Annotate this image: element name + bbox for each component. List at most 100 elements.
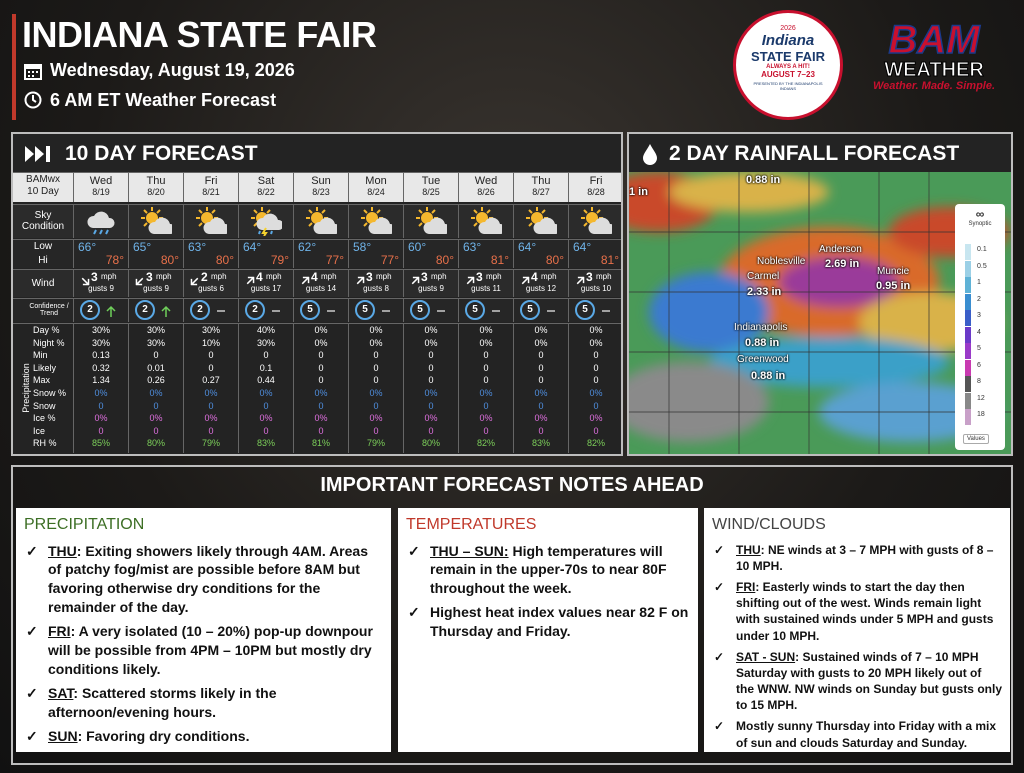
precip-group-label: Precipitation <box>21 363 31 413</box>
subtitle: 6 AM ET Weather Forecast <box>50 90 277 110</box>
bullet-text: Highest heat index values near 82 F on T… <box>430 604 689 640</box>
wind-cell: 3 mph gusts 9 <box>128 269 183 297</box>
precip-value: 30% <box>146 337 165 348</box>
bullet-text: : Favoring dry conditions. <box>77 727 250 744</box>
low-temp: 62° <box>298 240 317 254</box>
rain-amount: 0.95 in <box>876 280 911 292</box>
precip-value: 0% <box>589 337 603 348</box>
weather-icon <box>459 206 513 241</box>
wind-gusts: gusts 8 <box>363 284 389 293</box>
legend-swatch <box>965 244 971 260</box>
notes-column: TEMPERATURES THU – SUN: High temperatures… <box>398 508 698 752</box>
precip-value: 0 <box>538 400 544 411</box>
confidence: 5 <box>300 300 320 320</box>
confidence: 5 <box>575 300 595 320</box>
precip-value: 0 <box>483 350 489 361</box>
trend-icon <box>271 304 281 322</box>
precip-value: 0 <box>373 375 379 386</box>
legend-swatch <box>965 409 971 425</box>
hi-label: Hi <box>38 254 48 266</box>
bullet-lead: SAT - SUN <box>736 649 796 664</box>
weather-icon <box>514 206 568 241</box>
day-date: 8/23 <box>312 187 330 197</box>
rainfall-map <box>629 172 1011 454</box>
wind-arrow <box>570 271 590 291</box>
precip-value: 30% <box>201 325 220 335</box>
day-header: Wed 8/26 <box>458 172 513 202</box>
precip-value: 0 <box>428 375 434 386</box>
day-date: 8/22 <box>257 187 275 197</box>
precip-value: 0% <box>424 337 438 348</box>
trend-icon <box>161 304 171 322</box>
precip-label: Min <box>33 350 48 361</box>
trend-icon <box>381 304 391 322</box>
values-button[interactable]: Values <box>963 434 989 444</box>
wind-arrow <box>75 271 95 291</box>
precip-value: 0% <box>204 388 218 398</box>
bullet: SAT: Scattered storms likely in the afte… <box>24 684 383 722</box>
sky-label: Sky Condition <box>21 210 65 232</box>
precip-value: 30% <box>146 325 165 335</box>
trend-icon <box>546 304 556 322</box>
map-legend: ∞ Synoptic Values 0.1 0.5 1 2 3 4 5 6 8 12 18 <box>955 204 1005 450</box>
hi-temp: 80° <box>215 253 234 267</box>
precip-value: 0 <box>318 350 324 361</box>
clock-icon <box>24 91 42 109</box>
wind-speed: 3 <box>421 270 428 284</box>
wind-arrow <box>185 271 205 291</box>
row-band <box>13 269 621 297</box>
hi-temp: 79° <box>270 253 289 267</box>
day-header: Thu 8/27 <box>513 172 568 202</box>
wind-gusts: gusts 14 <box>305 284 337 293</box>
precip-label: Night % <box>33 337 65 348</box>
confidence: 2 <box>245 300 265 320</box>
legend-value: 4 <box>977 328 981 336</box>
section-heading: TEMPERATURES <box>406 516 537 533</box>
wind-speed: 3 <box>366 270 373 284</box>
weather-icon <box>184 206 238 241</box>
row-band <box>13 239 621 268</box>
confidence-cell: 5 <box>403 298 458 322</box>
wind-speed: 4 <box>311 270 318 284</box>
precip-value: 0 <box>373 362 379 373</box>
trend-icon <box>326 304 336 322</box>
precip-value: 0 <box>263 350 269 361</box>
logo-name: Indiana <box>761 32 815 49</box>
bullet: SAT - SUN: Sustained winds of 7 – 10 MPH… <box>712 649 1002 714</box>
wind-unit: mph <box>596 272 612 281</box>
precip-value: 0% <box>369 413 383 424</box>
weather-icon <box>349 206 403 241</box>
precip-label: Snow % <box>33 388 67 398</box>
day-header: Fri 8/28 <box>568 172 623 202</box>
logo-presenter: PRESENTED BY THE INDIANAPOLIS INDIANS <box>753 81 823 91</box>
day-name: Sat <box>257 175 275 187</box>
precip-value: 0% <box>424 325 438 335</box>
precip-value: 0.01 <box>147 362 165 373</box>
wind-arrow <box>295 271 315 291</box>
city-name: Noblesville <box>757 256 806 267</box>
confidence: 2 <box>190 300 210 320</box>
sky-cell <box>458 204 513 238</box>
wind-cell: 3 mph gusts 8 <box>348 269 403 297</box>
rainfall-panel: 2 DAY RAINFALL FORECAST ∞ Synoptic Value… <box>627 132 1013 456</box>
fair-logo: 2026 Indiana STATE FAIR ALWAYS A HIT! AU… <box>733 10 843 120</box>
legend-swatch <box>965 260 971 277</box>
precip-value: 0% <box>534 325 548 335</box>
weather-icon <box>239 206 293 241</box>
sky-cell <box>183 204 238 238</box>
wind-unit: mph <box>156 272 172 281</box>
wind-unit: mph <box>431 272 447 281</box>
day-name: Wed <box>89 175 113 187</box>
precip-value: 81% <box>311 438 330 449</box>
precip-cell: 0% 0% 0 0 0 0% 0 0% 0 82% <box>568 323 623 453</box>
bam-name: BAM <box>888 18 981 62</box>
rain-amount: 2.69 in <box>825 258 860 270</box>
hi-temp: 77° <box>325 253 344 267</box>
precip-value: 0 <box>373 425 379 436</box>
wind-gusts: gusts 6 <box>198 284 224 293</box>
wind-speed: 3 <box>476 270 483 284</box>
precip-value: 0 <box>263 425 269 436</box>
precip-value: 0% <box>369 337 383 348</box>
bullet-lead: THU <box>736 542 761 557</box>
logo-name2: STATE FAIR <box>751 49 825 64</box>
